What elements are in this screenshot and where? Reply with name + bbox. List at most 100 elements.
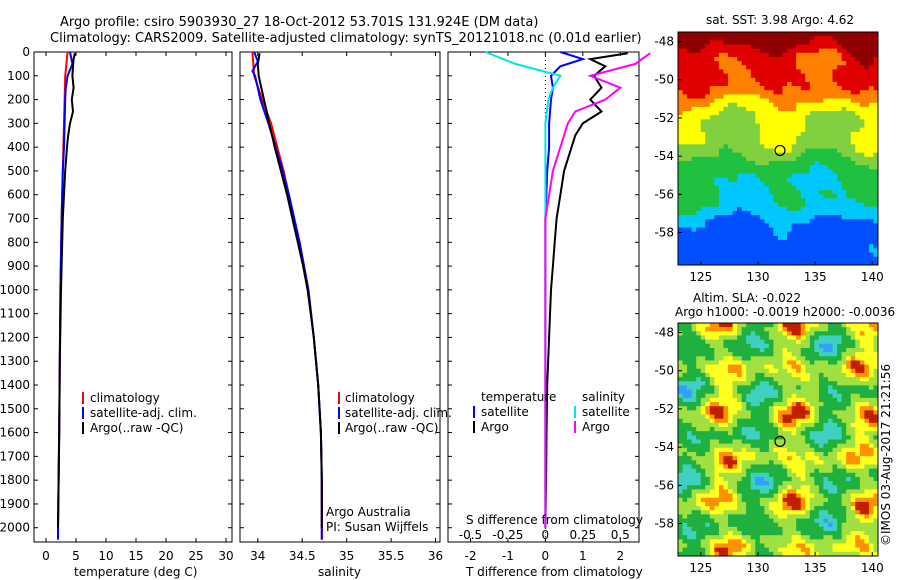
map-cell — [700, 181, 706, 187]
map-cell — [682, 98, 688, 104]
map-cell — [841, 160, 847, 166]
map-cell — [787, 123, 793, 129]
map-cell — [873, 198, 879, 204]
map-cell — [741, 77, 747, 83]
map-cell — [705, 476, 711, 482]
map-cell — [687, 335, 693, 341]
map-cell — [696, 402, 702, 407]
map-cell — [714, 460, 720, 465]
map-cell — [855, 227, 861, 233]
map-cell — [800, 260, 806, 266]
map-cell — [764, 427, 770, 432]
map-cell — [809, 219, 815, 224]
map-cell — [796, 248, 802, 254]
map-cell — [818, 451, 824, 457]
map-cell — [841, 514, 847, 520]
map-cell — [768, 464, 774, 470]
map-cell — [859, 531, 865, 536]
map-cell — [741, 219, 747, 224]
map-cell — [864, 489, 870, 495]
map-cell — [728, 215, 734, 220]
map-cell — [750, 514, 756, 520]
map-cell — [700, 248, 706, 254]
map-cell — [837, 410, 843, 416]
map-cell — [723, 431, 729, 436]
map-cell — [732, 119, 738, 125]
map-cell — [764, 144, 770, 149]
map-cell — [859, 131, 865, 137]
map-cell — [732, 364, 738, 370]
map-cell — [705, 115, 711, 120]
map-cell — [832, 501, 838, 507]
map-cell — [818, 94, 824, 100]
map-cell — [778, 435, 784, 440]
map-cell — [759, 165, 765, 170]
map-cell — [859, 372, 865, 378]
map-cell — [818, 215, 824, 220]
map-cell — [782, 352, 788, 357]
map-cell — [814, 377, 820, 382]
map-cell — [750, 223, 756, 229]
map-cell — [709, 406, 715, 411]
map-cell — [818, 65, 824, 70]
map-cell — [728, 73, 734, 79]
map-cell — [805, 235, 811, 241]
map-cell — [800, 106, 806, 112]
map-cell — [796, 90, 802, 95]
map-cell — [778, 240, 784, 245]
map-cell — [750, 106, 756, 112]
map-cell — [859, 410, 865, 416]
map-cell — [814, 111, 820, 116]
map-cell — [750, 323, 756, 328]
map-cell — [837, 106, 843, 112]
map-cell — [728, 206, 734, 212]
map-cell — [768, 173, 774, 179]
map-cell — [768, 223, 774, 229]
map-cell — [868, 140, 874, 145]
map-cell — [746, 531, 752, 536]
map-cell — [759, 152, 765, 158]
map-cell — [850, 506, 856, 511]
map-cell — [687, 481, 693, 486]
map-cell — [741, 127, 747, 133]
map-cell — [768, 219, 774, 224]
map-cell — [741, 90, 747, 95]
map-cell — [805, 418, 811, 424]
map-cell — [768, 439, 774, 445]
map-cell — [718, 256, 724, 262]
map-cell — [773, 381, 779, 386]
map-cell — [782, 381, 788, 386]
map-cell — [696, 356, 702, 361]
map-cell — [855, 510, 861, 515]
map-cell — [705, 202, 711, 208]
map-cell — [678, 464, 684, 470]
map-cell — [814, 422, 820, 428]
map-cell — [828, 248, 834, 254]
map-cell — [791, 489, 797, 495]
map-cell — [800, 489, 806, 495]
map-cell — [682, 451, 688, 457]
map-cell — [841, 185, 847, 191]
map-cell — [868, 65, 874, 70]
map-cell — [700, 468, 706, 474]
map-cell — [787, 44, 793, 50]
map-cell — [755, 427, 761, 432]
map-cell — [796, 173, 802, 179]
map-cell — [873, 177, 879, 183]
map-cell — [796, 215, 802, 220]
map-cell — [700, 102, 706, 108]
map-cell — [859, 389, 865, 395]
map-cell — [814, 418, 820, 424]
map-cell — [859, 397, 865, 403]
map-cell — [746, 431, 752, 436]
map-cell — [741, 215, 747, 220]
map-cell — [828, 402, 834, 407]
map-cell — [846, 119, 852, 125]
map-cell — [764, 102, 770, 108]
map-cell — [846, 65, 852, 70]
map-cell — [859, 81, 865, 87]
map-cell — [837, 323, 843, 328]
map-cell — [759, 81, 765, 87]
map-cell — [837, 368, 843, 374]
map-cell — [837, 381, 843, 386]
